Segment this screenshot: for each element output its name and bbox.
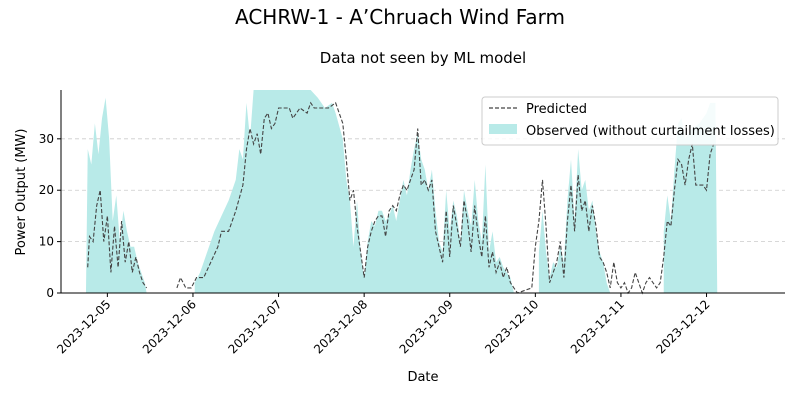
y-ticks: 0 10 20 30 — [39, 132, 61, 300]
legend-predicted-label: Predicted — [526, 102, 587, 117]
legend-observed-swatch — [489, 124, 517, 134]
y-tick-label: 10 — [39, 235, 54, 249]
chart-subtitle: Data not seen by ML model — [320, 49, 526, 67]
predicted-series — [87, 101, 715, 295]
x-tick-label: 2023-12-09 — [397, 297, 456, 356]
x-tick-label: 2023-12-06 — [140, 297, 199, 356]
legend-box — [481, 96, 779, 146]
x-tick-label: 2023-12-12 — [653, 297, 712, 356]
y-tick-label: 20 — [39, 183, 54, 197]
x-tick-label: 2023-12-07 — [225, 297, 284, 356]
x-tick-label: 2023-12-11 — [568, 297, 627, 356]
predicted-line — [87, 101, 715, 295]
legend-observed-label: Observed (without curtailment losses) — [526, 124, 775, 139]
legend: Predicted Observed (without curtailment … — [481, 96, 779, 146]
x-ticks: 2023-12-05 2023-12-06 2023-12-07 2023-12-08… — [54, 293, 713, 356]
x-axis-label: Date — [407, 370, 438, 385]
x-tick-label: 2023-12-05 — [54, 297, 113, 356]
chart-title: ACHRW-1 - A’Chruach Wind Farm — [235, 5, 565, 29]
y-axis-label: Power Output (MW) — [14, 129, 29, 256]
x-tick-label: 2023-12-10 — [482, 297, 541, 356]
y-tick-label: 0 — [46, 286, 54, 300]
x-tick-label: 2023-12-08 — [311, 297, 370, 356]
y-tick-label: 30 — [39, 132, 54, 146]
axes — [60, 90, 785, 294]
